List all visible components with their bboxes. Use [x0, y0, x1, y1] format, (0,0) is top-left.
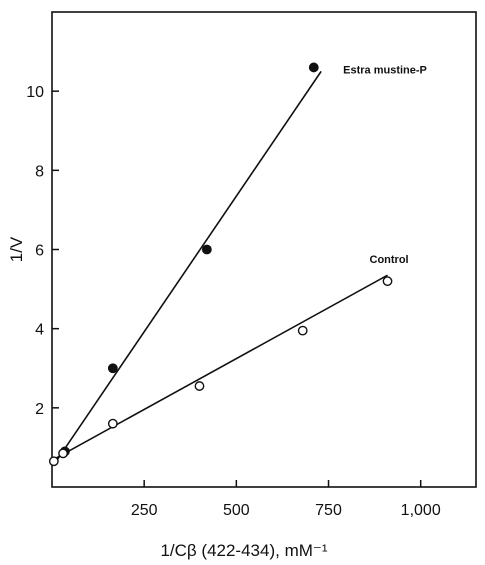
control-point [48, 456, 59, 467]
y-tick-label: 4 [35, 322, 44, 339]
y-tick-label: 8 [35, 163, 44, 180]
y-tick-label: 10 [26, 84, 44, 101]
plot-border [51, 11, 477, 488]
y-axis-label: 1/V [7, 236, 26, 262]
control-point [107, 418, 118, 429]
estramustine-point [201, 244, 212, 255]
fit-line [56, 70, 322, 460]
y-tick-label: 6 [35, 243, 44, 260]
regression-lines [53, 70, 388, 460]
control-point [297, 325, 308, 336]
control-point [382, 276, 393, 287]
fit-line [53, 274, 388, 460]
control-point [58, 448, 68, 459]
estramustine-point [308, 62, 319, 73]
control-point [194, 381, 205, 391]
x-tick-label: 250 [131, 502, 158, 519]
x-tick-label: 1,000 [401, 502, 441, 519]
y-tick-label: 2 [35, 401, 44, 418]
estramustine-point [107, 363, 118, 374]
x-tick-label: 500 [223, 502, 250, 519]
data-points [48, 62, 393, 467]
plot-frame [51, 11, 477, 488]
axis-ticks: 250 500 750 1,000 2 4 6 8 10 [26, 84, 441, 519]
series-label-estramustine: Estra mustine-P [343, 64, 427, 76]
series-label-control: Control [370, 254, 409, 266]
x-axis-label: 1/Cβ (422-434), mM⁻¹ [160, 541, 327, 560]
series-labels: Estra mustine-P Control [343, 64, 427, 266]
x-tick-label: 750 [315, 502, 342, 519]
